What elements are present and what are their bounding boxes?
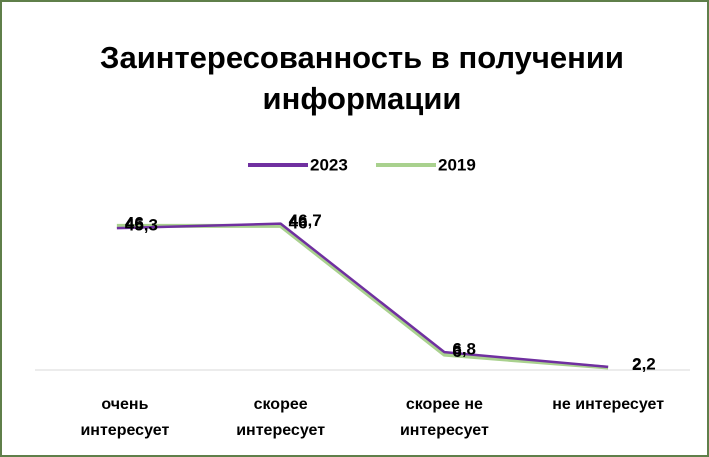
- legend-label: 2019: [438, 155, 476, 174]
- data-label: 6: [452, 342, 461, 361]
- chart-title: Заинтересованность в получении информации: [100, 40, 624, 116]
- data-label: 2,2: [632, 354, 656, 373]
- data-label: 46: [125, 213, 144, 232]
- x-tick-label: не интересует: [552, 396, 665, 413]
- data-label: 46,7: [289, 211, 322, 230]
- x-tick-label: скорее интересует: [236, 396, 326, 439]
- data-label: 46: [289, 213, 308, 232]
- series-line: [116, 222, 609, 369]
- data-label: 45,3: [125, 216, 158, 235]
- x-tick-label: очень интересует: [80, 396, 170, 439]
- data-label: 6,8: [452, 340, 476, 359]
- x-tick-label: скорее не интересует: [399, 396, 489, 439]
- data-label: 2: [632, 355, 641, 374]
- legend-label: 2023: [310, 155, 348, 174]
